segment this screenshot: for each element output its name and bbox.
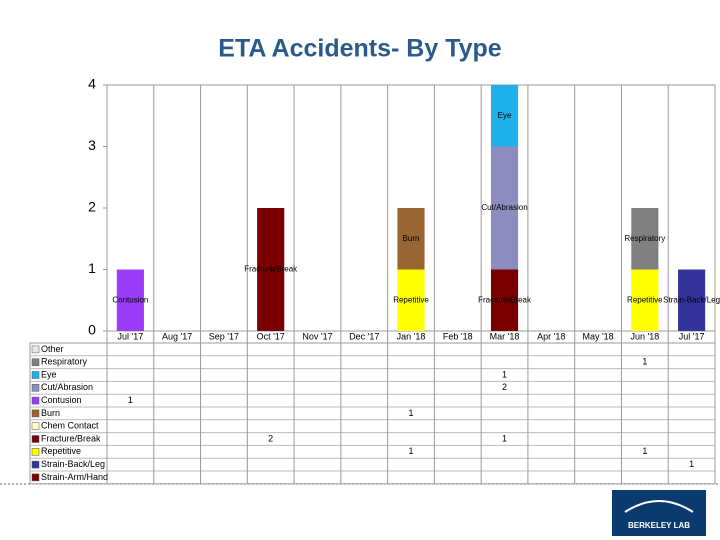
x-tick-label: Jan '18 <box>397 331 426 341</box>
segment-label: Cut/Abrasion <box>481 203 527 212</box>
legend-label: Eye <box>41 369 57 379</box>
logo-arc <box>624 500 694 513</box>
segment-label: Eye <box>498 111 512 120</box>
y-tick-label: 1 <box>88 260 96 276</box>
legend-swatch <box>31 448 40 456</box>
segment-label: Respiratory <box>624 234 665 243</box>
legend-label: Cut/Abrasion <box>41 382 93 392</box>
bar-segment <box>490 146 519 270</box>
table-value: 1 <box>642 446 647 456</box>
x-tick-label: Jun '18 <box>630 331 659 341</box>
legend-swatch <box>31 409 40 418</box>
legend-label: Chem Contact <box>41 421 99 431</box>
x-tick-label: Feb '18 <box>443 331 473 341</box>
y-tick-label: 0 <box>88 322 96 338</box>
legend-label: Burn <box>41 408 60 418</box>
table-value: 1 <box>689 459 694 469</box>
legend-swatch <box>31 435 40 443</box>
legend-label: Respiratory <box>41 357 88 367</box>
y-tick-label: 3 <box>88 137 96 153</box>
legend-swatch <box>31 384 40 392</box>
x-tick-label: Oct '17 <box>257 331 285 341</box>
legend-swatch <box>31 422 40 430</box>
x-tick-label: Sep '17 <box>209 331 239 341</box>
segment-label: Contusion <box>112 295 148 304</box>
legend-swatch <box>31 473 40 482</box>
table-value: 1 <box>502 369 507 379</box>
x-tick-label: Aug '17 <box>162 331 192 341</box>
legend-swatch <box>31 345 40 354</box>
x-tick-label: Dec '17 <box>349 331 379 341</box>
logo <box>612 490 706 536</box>
segment-label: Fracture/Break <box>244 265 298 274</box>
bar-segment <box>397 208 425 270</box>
legend-label: Other <box>41 344 64 354</box>
legend-label: Repetitive <box>41 446 81 456</box>
table-value: 1 <box>128 395 133 405</box>
table-value: 2 <box>502 382 507 392</box>
legend-label: Strain-Arm/Hand <box>41 472 108 482</box>
bar-segment <box>257 208 285 331</box>
segment-label: Fracture/Break <box>478 295 532 304</box>
x-tick-label: Jul '17 <box>679 331 705 341</box>
bar-segment <box>397 269 425 331</box>
legend-label: Contusion <box>41 395 82 405</box>
table-value: 1 <box>408 446 413 456</box>
segment-label: Repetitive <box>393 295 429 304</box>
legend-label: Strain-Back/Leg <box>41 459 105 469</box>
table-value: 1 <box>502 433 507 443</box>
bar-segment <box>116 269 144 331</box>
bar-segment <box>490 269 519 331</box>
segment-label: Strain-Back/Leg <box>663 295 720 304</box>
legend-swatch <box>31 358 40 366</box>
table-value: 1 <box>408 408 413 418</box>
segment-label: Burn <box>403 234 420 243</box>
segment-label: Repetitive <box>627 295 663 304</box>
legend-swatch <box>31 371 40 379</box>
legend-swatch <box>31 460 40 469</box>
bar-segment <box>490 85 519 147</box>
table-value: 1 <box>642 357 647 367</box>
bar-segment <box>631 208 659 270</box>
x-tick-label: Jul '17 <box>118 331 144 341</box>
legend-label: Fracture/Break <box>41 433 101 443</box>
chart-title: ETA Accidents- By Type <box>218 35 501 63</box>
x-tick-label: Nov '17 <box>302 331 332 341</box>
logo-text: BERKELEY LAB <box>628 521 690 530</box>
bar-segment <box>678 269 706 331</box>
bar-segment <box>631 269 659 331</box>
x-tick-label: Apr '18 <box>537 331 565 341</box>
table-value: 2 <box>268 433 273 443</box>
x-tick-label: May '18 <box>582 331 613 341</box>
legend-swatch <box>31 396 40 405</box>
y-tick-label: 4 <box>88 76 96 92</box>
x-tick-label: Mar '18 <box>490 331 520 341</box>
data-table <box>29 342 716 485</box>
y-tick-label: 2 <box>88 199 96 215</box>
